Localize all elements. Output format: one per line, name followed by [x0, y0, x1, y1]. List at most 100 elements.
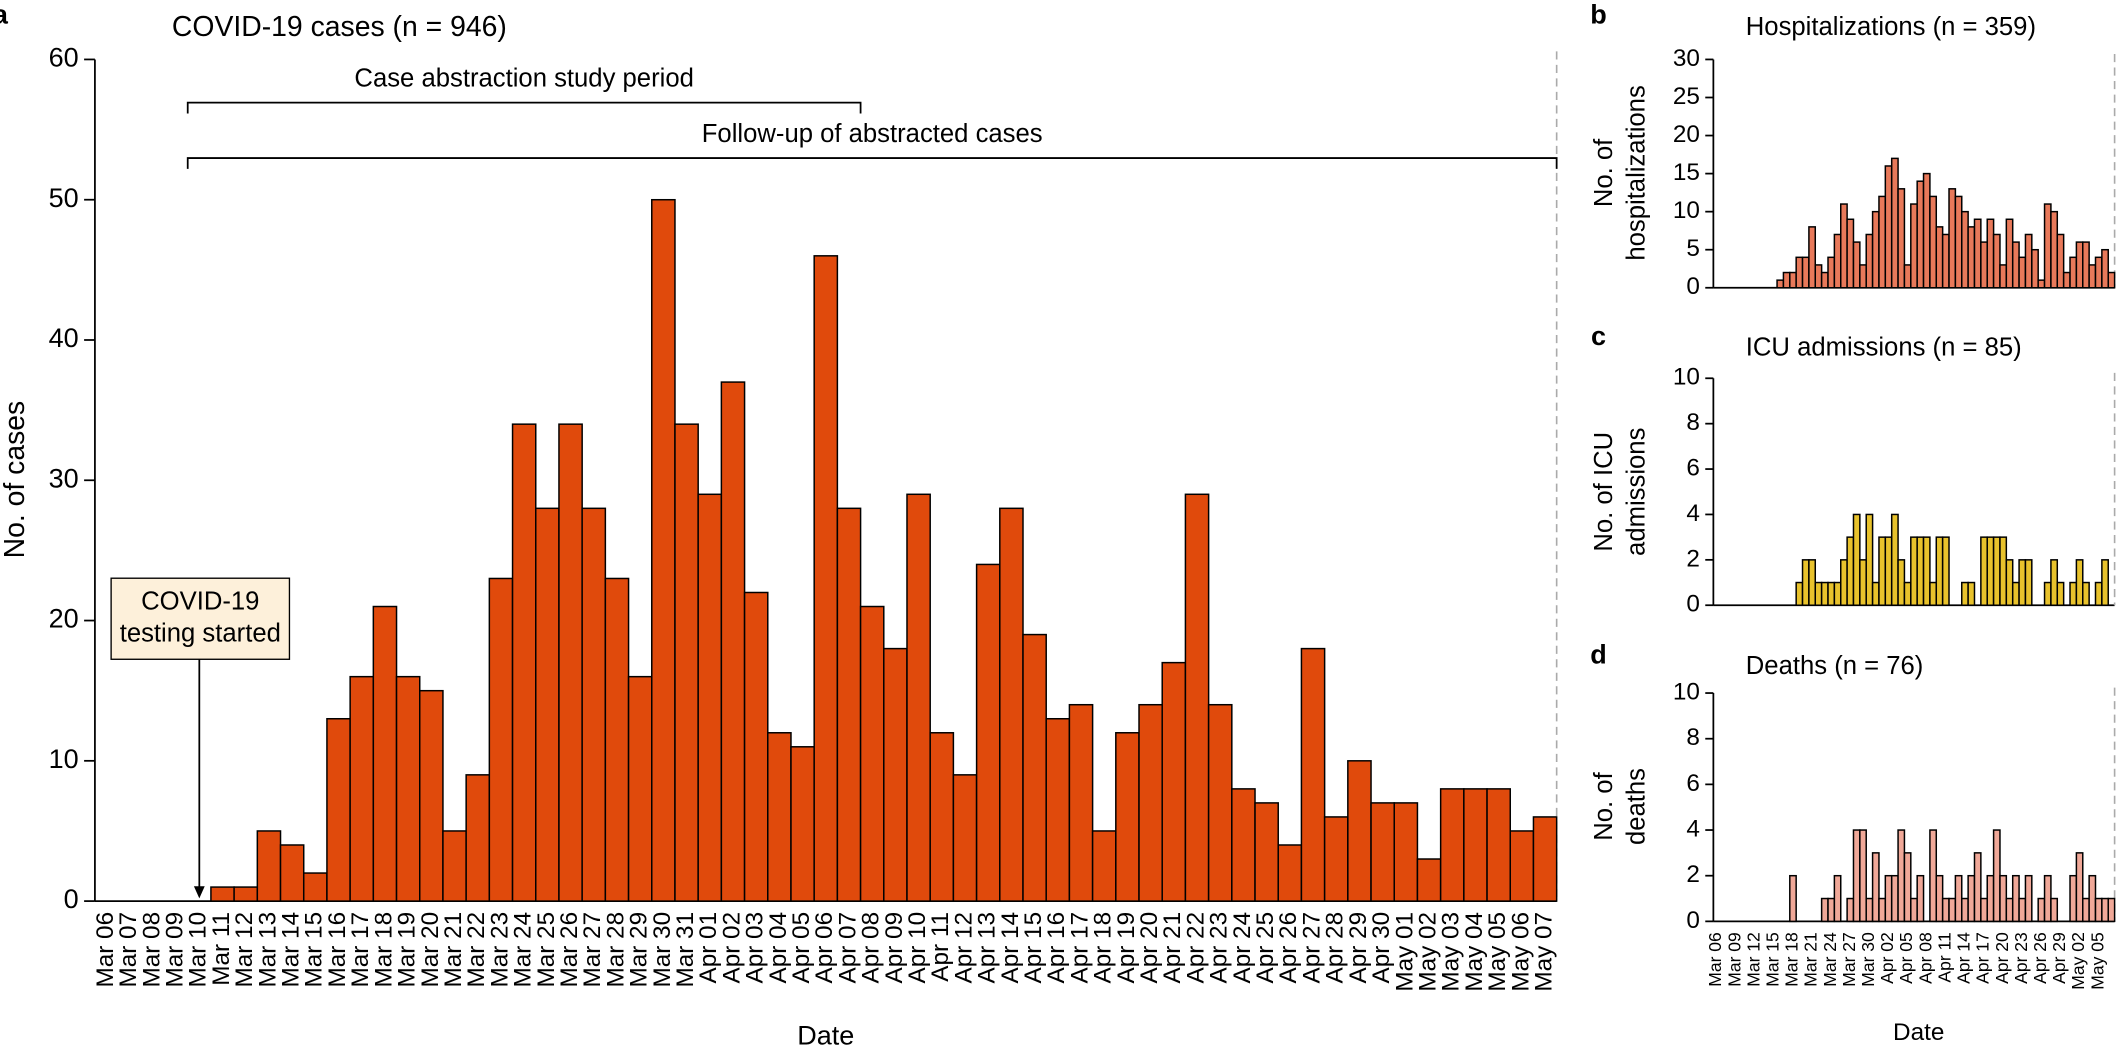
x-tick-label: May 06 — [1507, 912, 1534, 992]
bar — [1463, 788, 1488, 902]
bar — [1277, 844, 1303, 902]
bar — [2107, 271, 2116, 289]
bar — [1884, 536, 1893, 606]
bar — [1846, 218, 1855, 289]
bar — [1840, 203, 1848, 289]
panel-letter: c — [1591, 321, 1606, 351]
x-tick-label: Mar 08 — [138, 912, 165, 988]
bar — [674, 423, 699, 902]
x-tick-label: May 07 — [1530, 912, 1557, 992]
x-tick-label: Apr 09 — [881, 912, 908, 984]
x-tick-label: Mar 24 — [510, 912, 537, 988]
annotation: Case abstraction study period — [354, 64, 693, 92]
bar — [2101, 559, 2109, 606]
annotation: COVID-19 — [141, 587, 259, 615]
bar — [1814, 264, 1823, 289]
x-tick-label: Apr 26 — [2030, 932, 2050, 984]
bar — [1992, 536, 2001, 606]
y-tick-label: 10 — [1673, 678, 1700, 705]
x-tick-label: Mar 07 — [115, 912, 142, 988]
bar — [883, 647, 908, 902]
bar — [1903, 264, 1912, 289]
bar — [395, 675, 421, 902]
bar — [1801, 559, 1810, 606]
y-tick-label: 6 — [1686, 454, 1700, 481]
bar — [1890, 513, 1899, 606]
bar — [1871, 852, 1880, 923]
bar — [1910, 536, 1918, 606]
bar — [2011, 874, 2020, 923]
y-tick-label: 6 — [1686, 770, 1700, 797]
x-tick-label: Apr 03 — [742, 912, 769, 984]
bar — [1859, 829, 1867, 923]
bar — [1986, 218, 1995, 289]
x-tick-label: Apr 30 — [1368, 912, 1395, 984]
bar — [1878, 536, 1887, 606]
x-tick-label: Apr 01 — [695, 912, 722, 984]
x-tick-label: Apr 21 — [1159, 912, 1186, 984]
bar — [210, 886, 235, 902]
y-axis-label: No. of ICU — [1590, 432, 1618, 552]
x-tick-label: Apr 02 — [718, 912, 745, 984]
x-tick-label: Apr 17 — [1066, 912, 1093, 984]
panel-letter: b — [1590, 0, 1607, 29]
bar — [2024, 233, 2033, 289]
x-tick-label: Mar 27 — [579, 912, 606, 988]
bar — [1347, 760, 1372, 902]
x-tick-label: Mar 26 — [556, 912, 583, 988]
bar — [1509, 830, 1535, 902]
y-tick-label: 2 — [1686, 545, 1700, 572]
bar — [1370, 802, 1395, 902]
x-tick-label: Apr 26 — [1275, 912, 1302, 984]
bar — [2037, 279, 2046, 289]
y-axis-label: hospitalizations — [1622, 85, 1650, 260]
bracket — [186, 157, 1558, 169]
bar — [2043, 203, 2052, 289]
x-tick-label: Mar 27 — [1839, 932, 1859, 987]
bar — [929, 732, 955, 902]
bar — [1941, 233, 1950, 289]
bar — [2094, 897, 2103, 923]
panel-letter: a — [0, 0, 9, 29]
x-tick-label: Apr 08 — [1915, 932, 1935, 984]
bar — [1973, 218, 1982, 289]
bar — [1884, 165, 1893, 289]
bar — [2050, 559, 2059, 606]
bar — [1789, 271, 1797, 289]
bar — [1852, 829, 1861, 923]
bar — [1999, 264, 2008, 289]
bar — [1878, 195, 1887, 289]
x-tick-label: May 02 — [1414, 912, 1441, 992]
y-tick-label: 30 — [49, 463, 79, 493]
bar — [1827, 581, 1836, 606]
x-tick-label: Mar 18 — [370, 912, 397, 988]
y-tick-label: 50 — [49, 183, 79, 213]
panel-title: ICU admissions (n = 85) — [1746, 333, 2022, 361]
bar — [1935, 874, 1944, 923]
bar — [1207, 703, 1233, 902]
bar — [1999, 874, 2008, 923]
bar — [1865, 233, 1874, 289]
bar — [256, 830, 282, 902]
bar — [442, 830, 467, 902]
x-tick-label: Mar 06 — [1705, 932, 1725, 987]
bar — [1439, 788, 1465, 902]
bar — [1852, 513, 1861, 606]
bar — [2018, 559, 2027, 606]
bar — [767, 732, 792, 902]
y-axis-label: No. of — [1590, 138, 1618, 207]
bar — [2107, 897, 2116, 923]
bar — [1865, 897, 1874, 923]
annotation-box — [110, 577, 291, 660]
bar — [1941, 536, 1950, 606]
bar — [2075, 559, 2084, 606]
x-tick-label: Apr 23 — [2011, 932, 2031, 984]
x-tick-label: Apr 12 — [950, 912, 977, 984]
bar — [1486, 788, 1511, 902]
y-tick-label: 2 — [1686, 861, 1700, 888]
y-tick-label: 4 — [1686, 815, 1700, 842]
x-tick-label: Apr 05 — [788, 912, 815, 984]
bar — [1999, 536, 2008, 606]
x-tick-label: Apr 14 — [1954, 932, 1974, 984]
